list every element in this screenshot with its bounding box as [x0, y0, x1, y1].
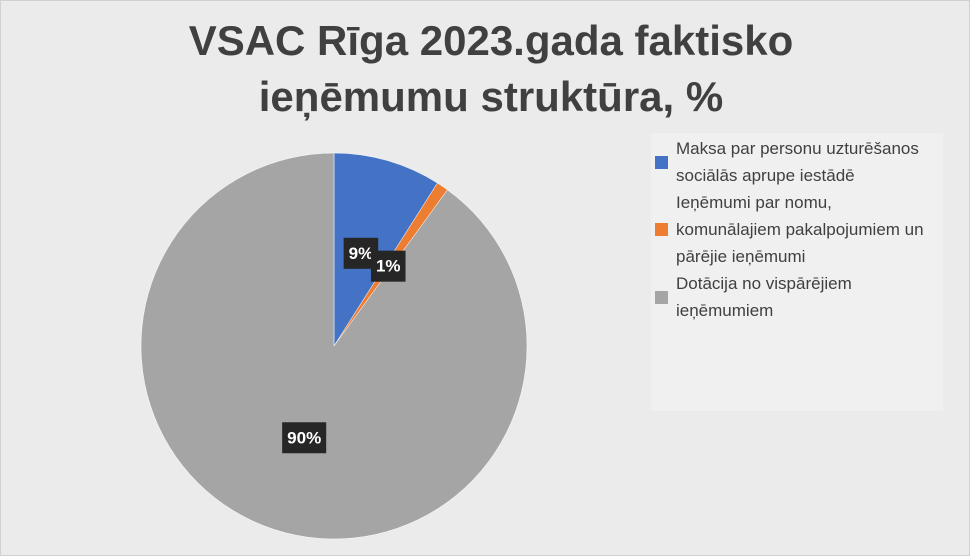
legend-label: Ieņēmumi par nomu, komunālajiem pakalpoj… [676, 193, 924, 266]
legend-swatch [655, 290, 668, 304]
chart-title: VSAC Rīga 2023.gada faktisko ieņēmumu st… [188, 17, 794, 120]
legend-entry: Maksa par personu uzturēšanos sociālās a… [655, 135, 939, 189]
legend-swatch [655, 155, 668, 169]
legend-entry: Ieņēmumi par nomu, komunālajiem pakalpoj… [655, 189, 939, 270]
data-label-box [370, 250, 406, 282]
data-label: 9% [349, 244, 374, 263]
legend-entry: Dotācija no vispārējiem ieņēmumiem [655, 270, 939, 324]
legend-label: Dotācija no vispārējiem ieņēmumiem [676, 274, 852, 320]
legend-label: Maksa par personu uzturēšanos sociālās a… [676, 139, 919, 185]
data-label: 1% [376, 257, 401, 276]
pie-slice [140, 152, 528, 540]
legend: Maksa par personu uzturēšanos sociālās a… [651, 133, 943, 411]
data-label-box [282, 422, 327, 454]
legend-swatch [655, 223, 668, 236]
pie-slice [333, 152, 438, 347]
data-label: 90% [287, 428, 321, 447]
